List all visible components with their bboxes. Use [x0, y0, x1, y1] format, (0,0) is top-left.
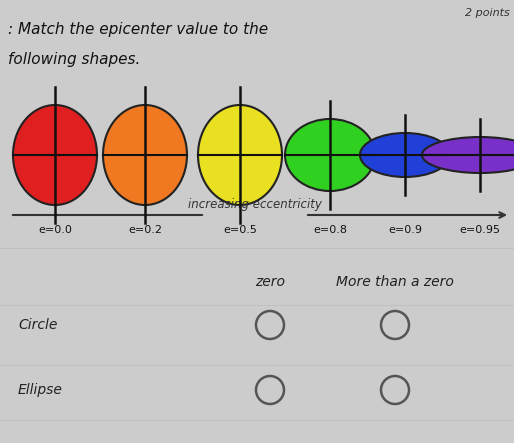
Text: e=0.0: e=0.0 — [38, 225, 72, 235]
Text: : Match the epicenter value to the: : Match the epicenter value to the — [8, 22, 268, 37]
Text: e=0.9: e=0.9 — [388, 225, 422, 235]
Text: increasing eccentricity: increasing eccentricity — [188, 198, 322, 211]
Text: following shapes.: following shapes. — [8, 52, 140, 67]
Ellipse shape — [360, 133, 450, 177]
Text: Ellipse: Ellipse — [18, 383, 63, 397]
Text: e=0.5: e=0.5 — [223, 225, 257, 235]
Text: Circle: Circle — [18, 318, 58, 332]
Ellipse shape — [422, 137, 514, 173]
Text: 2 points: 2 points — [465, 8, 510, 18]
Text: zero: zero — [255, 275, 285, 289]
Ellipse shape — [285, 119, 375, 191]
Text: e=0.8: e=0.8 — [313, 225, 347, 235]
Ellipse shape — [198, 105, 282, 205]
Text: e=0.2: e=0.2 — [128, 225, 162, 235]
Text: e=0.95: e=0.95 — [460, 225, 501, 235]
Ellipse shape — [103, 105, 187, 205]
Text: More than a zero: More than a zero — [336, 275, 454, 289]
Ellipse shape — [13, 105, 97, 205]
